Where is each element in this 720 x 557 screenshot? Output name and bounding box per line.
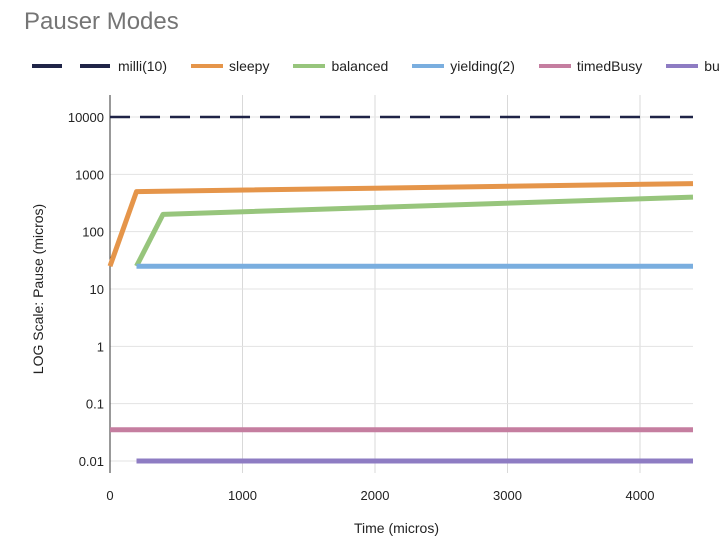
legend-swatch (32, 64, 112, 68)
x-tick-label: 1000 (228, 488, 257, 503)
chart-title: Pauser Modes (24, 8, 179, 35)
y-tick-label: 1 (97, 339, 104, 354)
legend-label: sleepy (229, 58, 270, 74)
legend-swatch (538, 64, 571, 68)
series-line-balanced (134, 194, 694, 268)
legend-item: timedBusy (538, 58, 643, 74)
x-tick-label: 3000 (493, 488, 522, 503)
legend-item: milli(10) (32, 58, 167, 74)
y-tick-label: 100 (82, 225, 104, 240)
y-tick-label: 0.1 (86, 397, 104, 412)
legend-swatch (412, 64, 445, 68)
legend-swatch (293, 64, 326, 68)
y-tick-label: 10000 (68, 110, 104, 125)
legend-swatch (191, 64, 223, 68)
legend-item: busy (666, 58, 720, 74)
legend-swatch (666, 64, 699, 68)
y-tick-label: 0.01 (79, 454, 104, 469)
x-tick-label: 4000 (626, 488, 655, 503)
series-line-sleepy (107, 181, 694, 268)
legend-item: sleepy (191, 58, 269, 74)
legend-item: yielding(2) (412, 58, 515, 74)
y-tick-label: 1000 (75, 167, 104, 182)
legend-label: yielding(2) (450, 58, 515, 74)
legend-label: balanced (331, 58, 389, 74)
legend: milli(10) sleepy balanced yielding(2) timedB… (32, 56, 720, 76)
x-tick-label: 2000 (361, 488, 390, 503)
legend-label: timedBusy (576, 58, 643, 74)
x-tick-label: 0 (106, 488, 113, 503)
legend-label: busy (704, 58, 720, 74)
y-tick-label: 10 (90, 282, 104, 297)
y-axis-label: LOG Scale: Pause (micros) (30, 204, 46, 374)
legend-label: milli(10) (118, 58, 167, 74)
legend-item: balanced (293, 58, 388, 74)
x-axis-label: Time (micros) (354, 520, 439, 536)
